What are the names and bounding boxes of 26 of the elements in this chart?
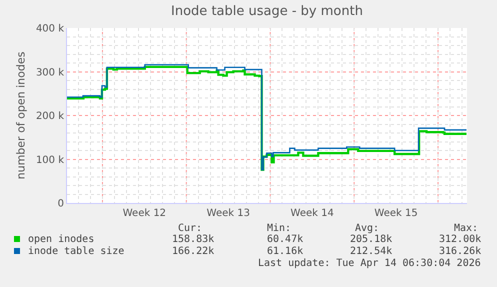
y-tick-label: 300 k [36, 67, 64, 78]
legend-label: inode table size [28, 246, 124, 257]
text: Avg: [355, 223, 380, 234]
text: 316.26k [439, 246, 482, 257]
text: Last update: Tue Apr 14 06:30:04 2026 [258, 258, 481, 269]
y-tick-label: 100 k [36, 154, 64, 166]
x-tick-label: Week 13 [206, 208, 250, 219]
y-tick-label: 0 [58, 198, 64, 210]
text: Cur: [178, 223, 202, 234]
text: Min: [267, 223, 292, 234]
x-tick-label: Week 14 [290, 208, 334, 219]
x-tick-label: Week 15 [374, 208, 418, 219]
text: Max: [454, 223, 478, 234]
y-axis-title: number of open inodes [14, 51, 28, 180]
y-tick-label: 400 k [36, 24, 64, 34]
text: 205.18k [350, 234, 392, 245]
legend-label: open inodes [28, 234, 94, 245]
text: 61.16k [267, 246, 304, 257]
x-tick-label: Week 12 [122, 208, 166, 219]
text: 212.54k [350, 246, 392, 257]
text: 60.47k [267, 234, 304, 245]
text: 166.22k [172, 246, 214, 257]
text: 312.00k [439, 234, 482, 245]
text: 158.83k [172, 234, 214, 245]
y-tick-label: 200 k [36, 111, 64, 122]
chart-title: Inode table usage - by month [171, 4, 363, 20]
